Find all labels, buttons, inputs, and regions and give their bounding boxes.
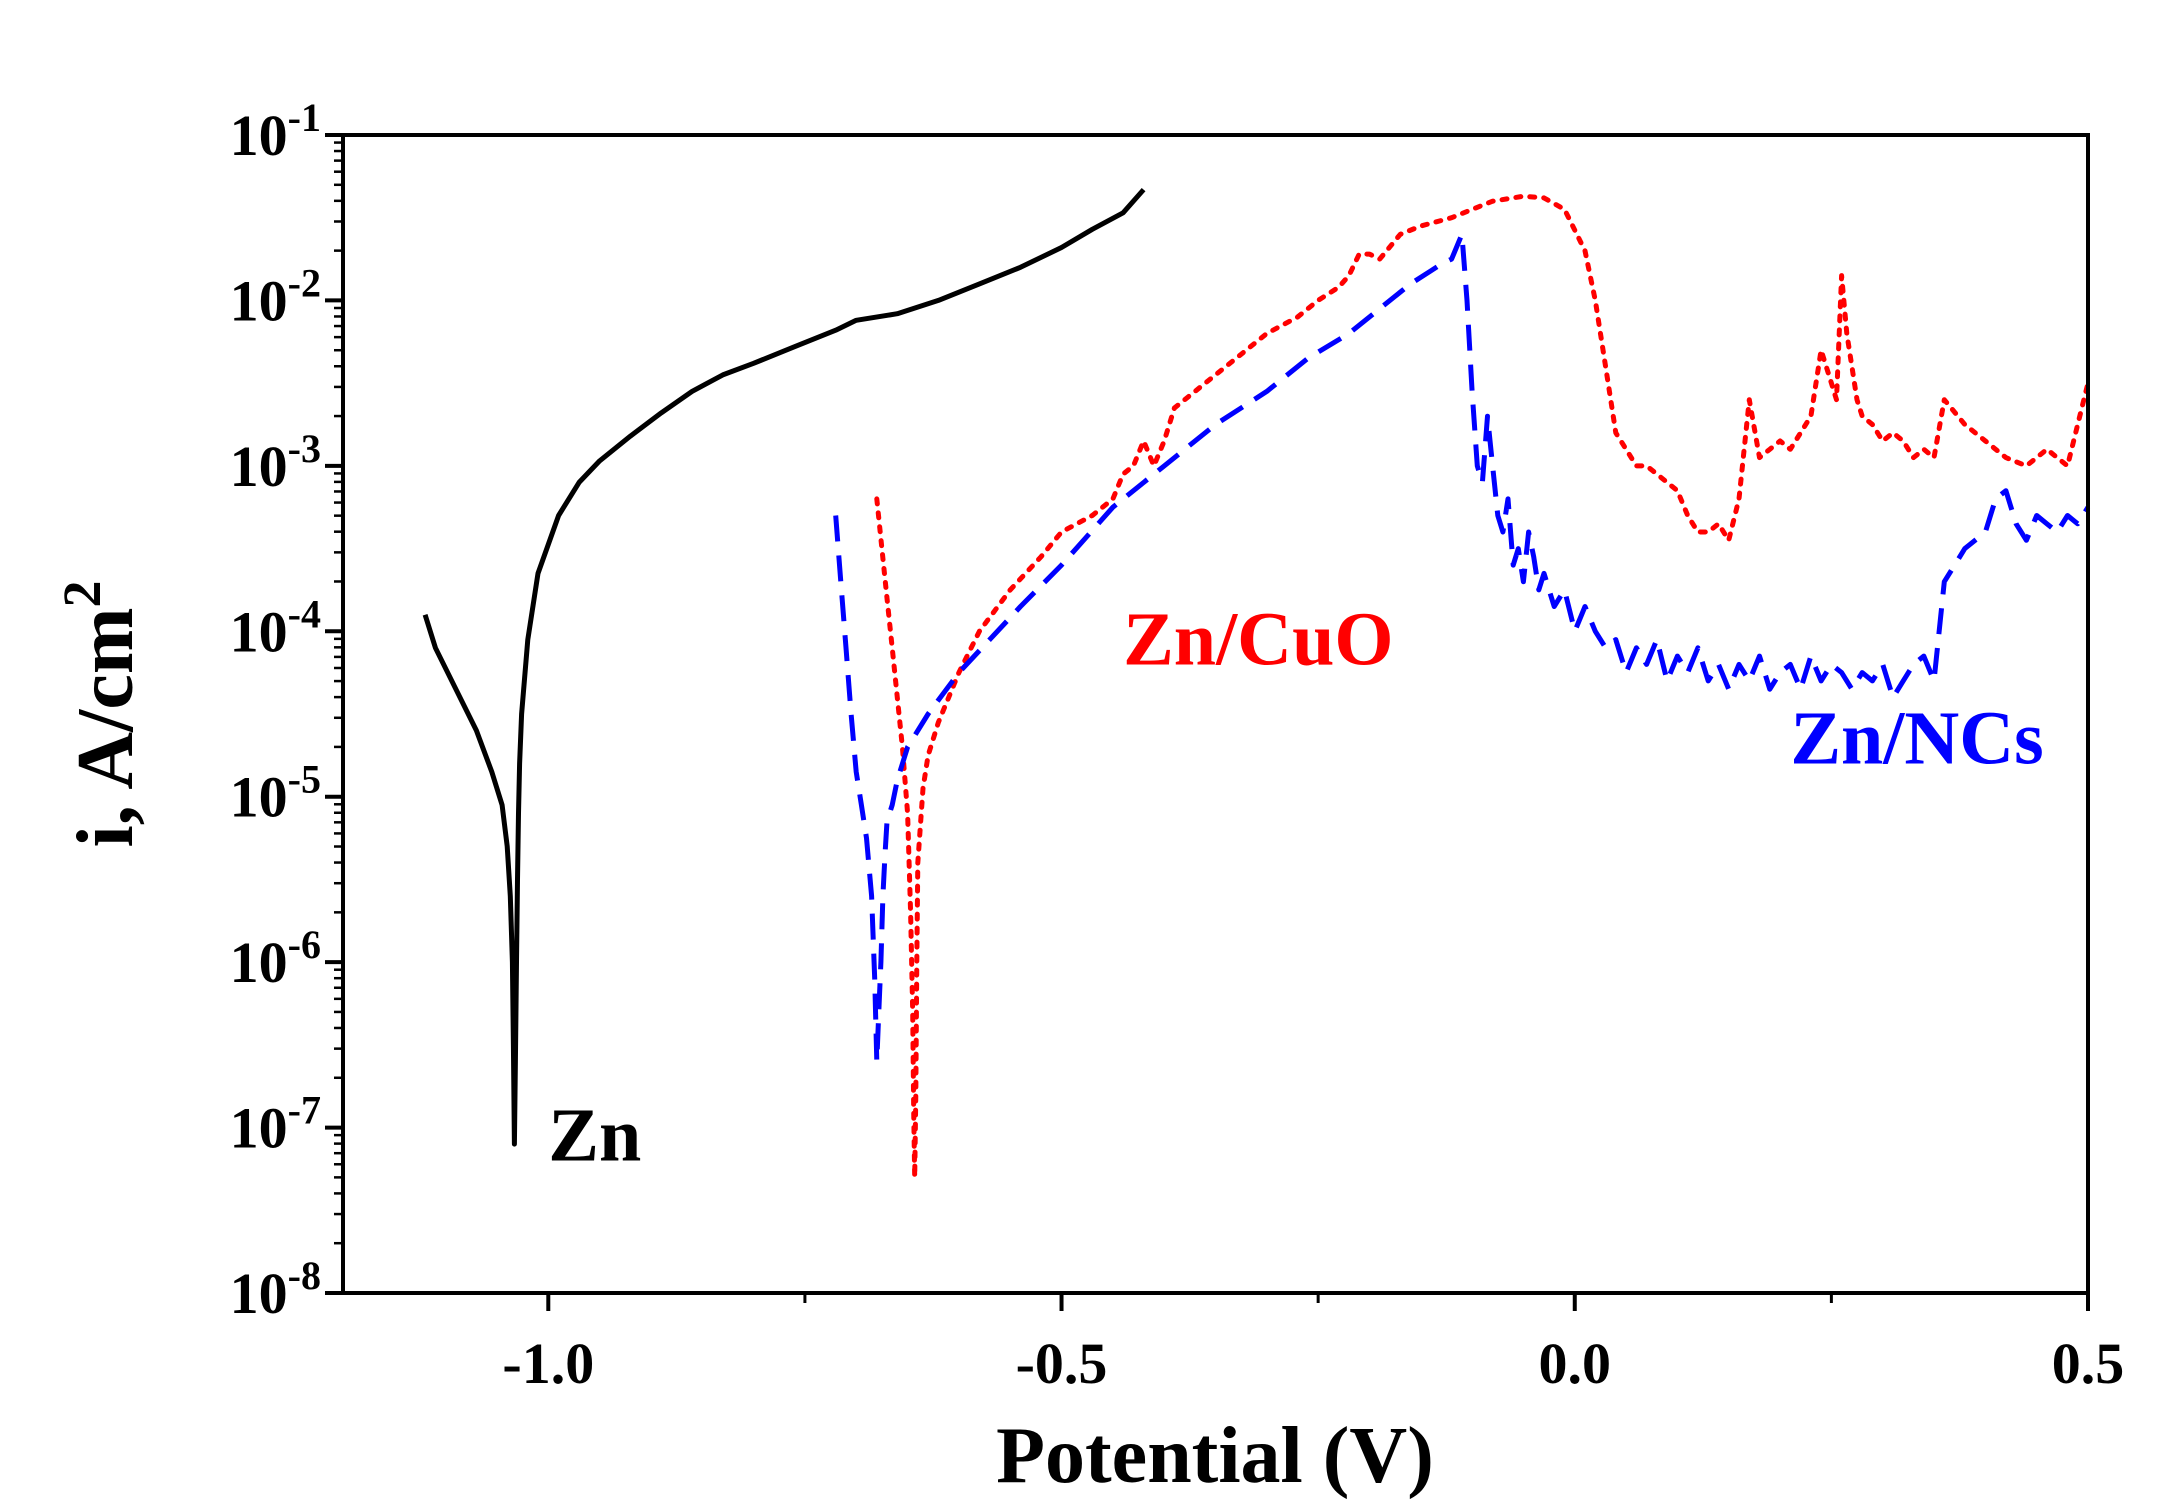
y-axis-title-text: i, A/cm bbox=[62, 608, 150, 848]
y-tick-label: 10-8 bbox=[230, 1253, 321, 1326]
y-tick-label: 10-6 bbox=[230, 922, 321, 995]
x-tick-label: 0.0 bbox=[1539, 1331, 1612, 1396]
series-annotation-zn: Zn bbox=[548, 1094, 641, 1178]
y-axis-title: i, A/cm2 bbox=[52, 581, 150, 848]
y-tick-label: 10-1 bbox=[230, 95, 321, 168]
series-layer bbox=[422, 187, 2091, 1180]
plot-frame bbox=[341, 133, 2090, 1295]
x-axis-title: Potential (V) bbox=[996, 1412, 1434, 1500]
series-line-zn bbox=[422, 187, 1146, 1147]
series-annotation-zn-ncs: Zn/NCs bbox=[1790, 697, 2043, 781]
x-tick-label: -1.0 bbox=[502, 1331, 594, 1396]
series-line-zn-cuo bbox=[874, 193, 2091, 1180]
y-tick-label: 10-7 bbox=[230, 1088, 321, 1161]
y-tick-label: 10-2 bbox=[230, 260, 321, 333]
x-tick-label: 0.5 bbox=[2052, 1331, 2125, 1396]
y-axis-title-superscript: 2 bbox=[52, 581, 112, 608]
series-line-zn-ncs bbox=[833, 231, 2091, 1064]
svg-text:i, A/cm2: i, A/cm2 bbox=[52, 581, 150, 848]
y-tick-label: 10-5 bbox=[230, 757, 321, 830]
x-tick-label: -0.5 bbox=[1016, 1331, 1108, 1396]
tick-layer: -1.0 -0.5 0.0 0.5 10-1 10-2 10-3 10-4 10-5 10-6 10… bbox=[230, 95, 2125, 1396]
series-annotation-zn-cuo: Zn/CuO bbox=[1123, 597, 1393, 681]
y-tick-label: 10-4 bbox=[230, 591, 321, 664]
y-tick-label: 10-3 bbox=[230, 426, 321, 499]
annotation-layer: Zn Zn/CuO Zn/NCs bbox=[548, 597, 2043, 1177]
